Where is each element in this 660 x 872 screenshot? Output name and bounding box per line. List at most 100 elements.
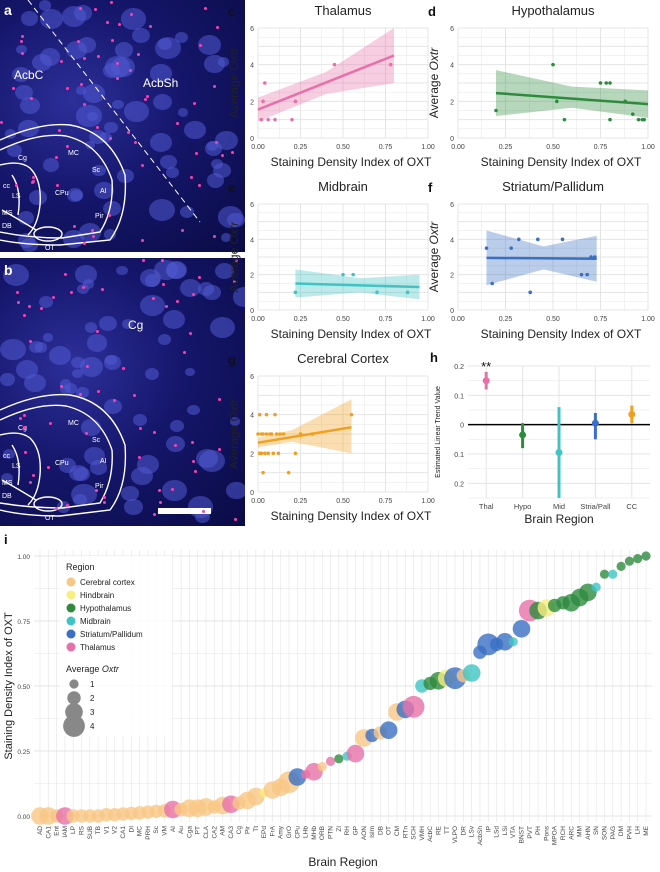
panel-letter-a: a	[4, 2, 12, 18]
oxtr-puncta	[100, 288, 104, 292]
oxtr-puncta	[189, 175, 193, 179]
confidence-band	[496, 70, 648, 118]
oxtr-puncta	[214, 140, 218, 144]
data-point	[494, 108, 498, 113]
cell-body	[66, 187, 84, 202]
y-tick-label: 0	[460, 423, 464, 430]
oxtr-puncta	[157, 488, 161, 492]
cell-body	[77, 284, 89, 295]
x-tick-label: AcbC	[427, 826, 434, 842]
cell-body	[31, 53, 53, 72]
data-point	[259, 451, 264, 456]
oxtr-puncta	[32, 179, 36, 183]
y-tick-label: 4	[450, 63, 454, 70]
oxtr-puncta	[234, 517, 238, 521]
label-acbsh: AcbSh	[143, 76, 179, 90]
x-tick-label: RTn	[402, 826, 409, 839]
x-tick-label: 0.25	[294, 144, 308, 151]
x-tick-label: VMH	[419, 826, 426, 841]
oxtr-puncta	[109, 137, 113, 141]
cell-body	[98, 315, 117, 331]
x-tick-label: FrA	[269, 825, 276, 836]
data-point	[264, 432, 269, 436]
x-tick-label: 0.25	[499, 316, 513, 323]
data-point	[293, 451, 298, 456]
legend-size-swatch	[69, 679, 79, 689]
cell-body	[211, 158, 224, 169]
x-tick-label: 0.75	[379, 144, 393, 151]
cell-body	[150, 64, 172, 83]
oxtr-puncta	[151, 296, 155, 300]
x-tick-label: DR	[460, 826, 467, 836]
atlas-ls: LS	[12, 193, 21, 200]
x-tick-label: MPOA	[552, 825, 559, 845]
x-tick-label: EPd	[261, 826, 268, 839]
scatter-chart-thalamus: c Thalamus 0.00 0.25 0.50 0.75 1.00 0 2 4 6 Stainin…	[227, 3, 435, 169]
y-tick-label: 4	[250, 63, 254, 70]
cell-body	[29, 190, 47, 206]
legend-title-size-gene: Oxtr	[102, 664, 120, 674]
scatter-chart-striatum: f Striatum/Pallidum 0.00 0.25 0.50 0.75 1.00 0 2…	[427, 179, 655, 341]
data-point	[261, 470, 265, 475]
cell-body	[187, 404, 200, 416]
y-tick-label: 0.2	[454, 481, 464, 488]
region-bubble	[512, 620, 531, 638]
oxtr-puncta	[198, 184, 202, 188]
x-tick-label: 1.00	[421, 316, 435, 323]
oxtr-puncta	[81, 285, 85, 289]
data-point	[631, 112, 635, 116]
x-tick-label: IAM	[62, 826, 69, 838]
cell-body	[229, 417, 240, 426]
legend-label: Hindbrain	[80, 591, 114, 600]
atlas-ms: MS	[2, 210, 13, 217]
y-axis-label-gene: Oxtr	[227, 221, 241, 245]
cell-body	[49, 346, 72, 366]
x-tick-label: PT	[195, 826, 202, 834]
oxtr-puncta	[90, 228, 94, 232]
legend-size-label: 4	[90, 722, 95, 731]
chart-title: Hypothalamus	[511, 3, 595, 18]
data-point	[405, 290, 410, 295]
data-point	[388, 62, 393, 67]
micrograph-a: a AcbC AcbSh Cg MC Sc CPu AI Pir cc LS M…	[0, 0, 245, 252]
data-point	[484, 246, 489, 250]
oxtr-puncta	[77, 39, 81, 43]
oxtr-puncta	[204, 7, 208, 11]
data-point	[351, 272, 355, 277]
y-tick-label: 6	[250, 374, 254, 381]
oxtr-puncta	[146, 95, 150, 99]
oxtr-puncta	[129, 13, 133, 17]
cell-body	[104, 398, 123, 414]
oxtr-puncta	[105, 21, 109, 25]
x-tick-label: V2	[112, 826, 119, 834]
data-point	[263, 81, 267, 85]
cell-body	[21, 237, 39, 252]
x-tick-label: 0.50	[336, 316, 350, 323]
oxtr-puncta	[152, 430, 156, 434]
oxtr-puncta	[212, 235, 216, 239]
oxtr-puncta	[95, 329, 99, 333]
atlas-cg: Cg	[18, 155, 27, 162]
cell-body	[174, 31, 189, 44]
data-point	[636, 117, 641, 122]
oxtr-puncta	[63, 273, 67, 277]
x-tick-label: VTA	[510, 825, 517, 838]
oxtr-puncta	[122, 367, 126, 371]
oxtr-puncta	[78, 392, 82, 396]
cell-body	[60, 385, 72, 395]
oxtr-puncta	[198, 276, 202, 280]
oxtr-puncta	[23, 451, 27, 455]
x-tick-label: CA1	[45, 826, 52, 839]
region-bubble	[462, 664, 481, 682]
x-tick-label: 0.25	[294, 498, 308, 505]
y-tick-label: 0	[450, 308, 454, 315]
estimate-point	[519, 431, 527, 439]
cell-body	[64, 383, 78, 394]
x-tick-label: PAG	[610, 826, 617, 839]
scatter-chart-hypothalamus: d Hypothalamus 0.00 0.25 0.50 0.75 1.00 0 2 4 6 Sta…	[427, 3, 655, 169]
cell-body	[3, 263, 30, 287]
cell-body	[6, 144, 22, 157]
oxtr-puncta	[15, 290, 19, 294]
cell-body	[217, 57, 229, 67]
x-tick-label: Islm	[369, 826, 376, 838]
